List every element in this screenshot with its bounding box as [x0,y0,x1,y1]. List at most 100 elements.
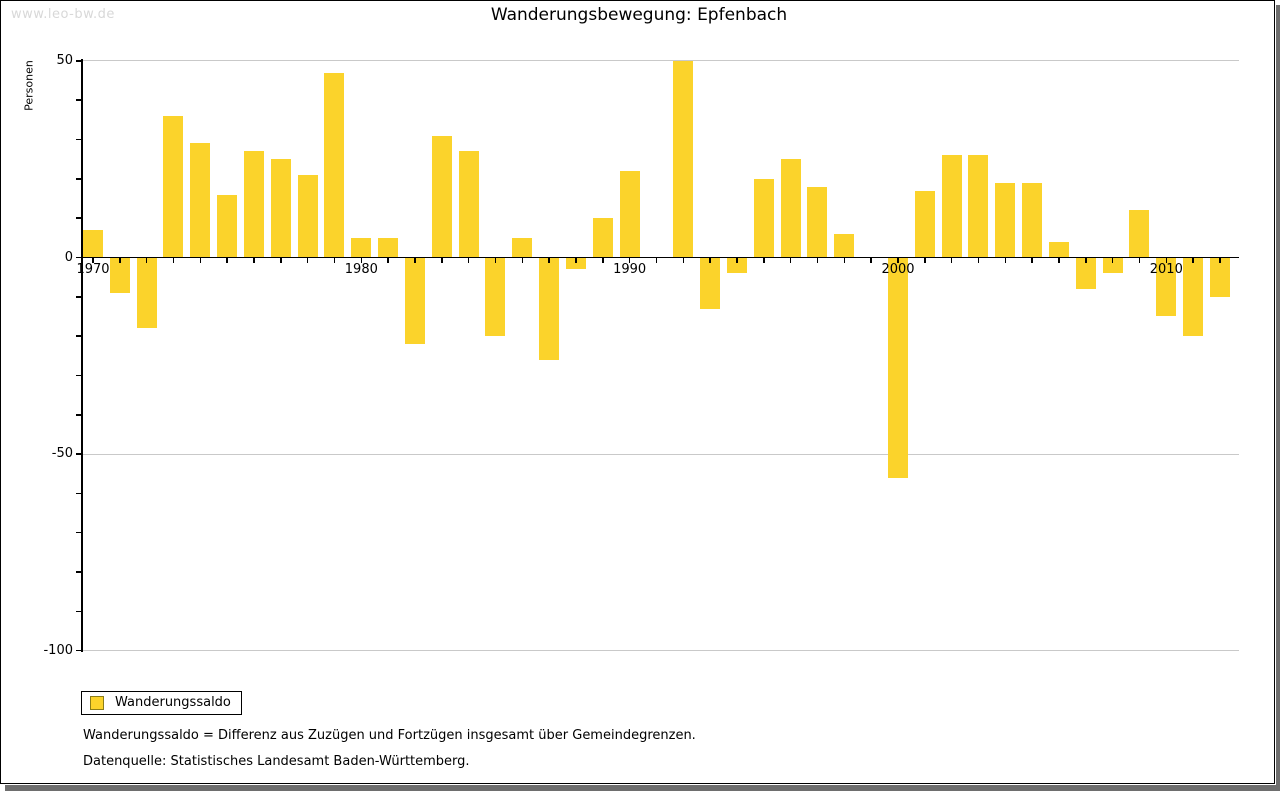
legend: Wanderungssaldo [81,691,242,715]
bar-1995 [753,178,774,258]
bar-2010 [1156,257,1177,317]
bar-1982 [404,257,425,344]
x-axis-tick [494,257,497,263]
bar-1977 [270,159,291,258]
x-tick-label: 1990 [613,261,647,277]
x-axis-tick [387,257,389,263]
y-axis-tick [76,60,81,62]
y-axis-tick [76,610,81,613]
x-axis-tick [172,257,175,263]
y-axis-tick [76,492,81,495]
y-axis-tick [76,453,81,455]
x-axis-tick [280,257,282,263]
x-axis-tick [924,257,926,263]
x-tick-label: 1980 [344,261,378,277]
x-axis-tick [226,257,228,263]
x-axis-tick [897,257,899,263]
x-axis-tick [1219,257,1221,263]
bar-1992 [673,60,694,258]
legend-swatch-icon [90,696,104,710]
y-axis-tick [76,256,81,259]
watermark: www.leo-bw.de [11,7,115,22]
bar-1988 [565,257,586,270]
x-axis-tick [414,257,416,263]
bar-2007 [1075,257,1096,289]
y-axis-tick [76,335,81,337]
bar-1973 [163,115,184,258]
bar-1993 [700,257,721,309]
y-axis-tick [76,531,81,534]
gridline--50 [81,453,1239,455]
bar-2005 [1022,182,1043,258]
bar-2008 [1102,257,1123,274]
bar-1997 [807,186,828,258]
y-tick-label: -100 [43,642,73,658]
y-axis-tick [76,649,81,652]
bar-1996 [780,159,801,258]
x-axis-tick [977,257,980,263]
x-axis-tick [360,257,363,263]
x-axis-tick [682,257,685,263]
x-axis-tick [145,257,148,263]
bar-1990 [619,170,640,258]
bar-2001 [914,190,935,258]
x-axis-tick [1111,257,1114,263]
y-tick-label: 0 [64,249,73,265]
bar-2002 [941,155,962,258]
footnote-definition: Wanderungssaldo = Differenz aus Zuzügen … [83,728,696,743]
bar-1981 [378,237,399,258]
chart-title: Wanderungsbewegung: Epfenbach [490,5,788,25]
x-axis-tick [870,257,872,263]
x-axis-tick [441,257,443,263]
x-axis-tick [1165,257,1168,263]
bar-1985 [485,257,506,337]
y-tick-label: -50 [51,446,73,462]
y-axis-tick [76,217,81,219]
x-axis-tick [1138,257,1141,263]
frame-shadow-right [1276,5,1280,791]
x-axis-tick [763,257,765,263]
bar-1983 [431,135,452,258]
x-axis-tick [1031,257,1033,263]
bar-2003 [968,155,989,258]
y-axis-tick [76,414,81,416]
x-axis-tick [655,257,658,263]
gridline-50 [81,60,1239,62]
x-axis-tick [1192,257,1194,263]
bar-2006 [1048,241,1069,258]
y-axis-tick [76,138,81,141]
x-tick-label: 2000 [881,261,915,277]
bar-1980 [351,237,372,258]
x-axis-tick [548,257,550,263]
y-tick-label: 50 [56,52,73,68]
x-axis-tick [789,257,792,263]
bar-1987 [539,257,560,360]
bar-1986 [512,237,533,258]
bar-1989 [592,218,613,258]
bar-1978 [297,174,318,258]
footnote-source: Datenquelle: Statistisches Landesamt Bad… [83,754,470,769]
bar-1970 [83,229,103,258]
bar-2009 [1129,210,1150,258]
bar-1994 [726,257,747,274]
y-axis-tick [76,296,81,298]
x-axis-tick [199,257,202,263]
x-axis-tick [628,257,631,263]
x-tick-label: 1970 [76,261,110,277]
x-axis-tick [521,257,524,263]
bar-2004 [995,182,1016,258]
x-axis-tick [950,257,953,263]
x-axis-tick [1085,257,1087,263]
legend-label: Wanderungssaldo [115,695,231,710]
y-axis-tick [76,99,81,101]
x-axis-tick [306,257,309,263]
x-axis-tick [843,257,846,263]
x-axis-line [81,256,1239,259]
x-axis-tick [1004,257,1007,263]
x-axis-tick [467,257,470,263]
y-axis-tick [76,571,81,573]
x-tick-label: 2010 [1149,261,1183,277]
x-axis-tick [253,257,255,263]
